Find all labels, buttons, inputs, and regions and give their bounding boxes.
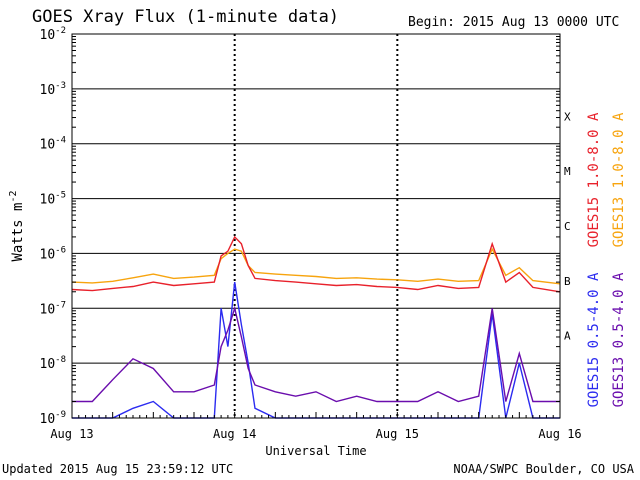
flare-class-a: A bbox=[564, 330, 571, 343]
flare-class-b: B bbox=[564, 275, 571, 288]
y-tick-exponent: -7 bbox=[55, 300, 66, 310]
y-tick-base: 10 bbox=[40, 28, 56, 43]
flare-class-x: X bbox=[564, 110, 571, 123]
legend: GOES15 1.0-8.0 A GOES13 1.0-8.0 A GOES15 0… bbox=[586, 112, 627, 407]
y-tick-label: 10-2 bbox=[40, 26, 67, 43]
updated-timestamp: Updated 2015 Aug 15 23:59:12 UTC bbox=[2, 462, 234, 476]
legend-entry: GOES15 0.5-4.0 A bbox=[586, 272, 602, 407]
y-tick-base: 10 bbox=[40, 83, 56, 98]
legend-entry: GOES13 1.0-8.0 A bbox=[611, 112, 627, 247]
y-axis-label-text: Watts m bbox=[10, 203, 26, 262]
y-tick-exponent: -2 bbox=[55, 26, 66, 36]
y-tick-label: 10-5 bbox=[40, 191, 67, 208]
flare-class-c: C bbox=[564, 220, 571, 233]
legend-entry: GOES15 1.0-8.0 A bbox=[586, 112, 602, 247]
y-tick-label: 10-3 bbox=[40, 81, 67, 98]
y-axis-label-exponent: -2 bbox=[8, 190, 19, 202]
chart-title: GOES Xray Flux (1-minute data) bbox=[32, 7, 339, 27]
y-tick-label: 10-7 bbox=[40, 300, 67, 317]
y-axis-label: Watts m-2 bbox=[8, 190, 26, 261]
y-tick-label: 10-4 bbox=[40, 136, 67, 153]
series-line-goes15-0-5-4-0-a bbox=[72, 281, 560, 419]
grid bbox=[72, 34, 560, 418]
y-tick-base: 10 bbox=[40, 412, 56, 427]
series-layer bbox=[71, 235, 561, 419]
y-tick-base: 10 bbox=[40, 193, 56, 208]
y-axis-label-group: Watts m-2 bbox=[8, 190, 26, 261]
flare-class-m: M bbox=[564, 165, 571, 178]
series-line-goes15-1-0-8-0-a bbox=[71, 235, 561, 293]
y-tick-exponent: -8 bbox=[55, 355, 66, 365]
x-tick-label: Aug 14 bbox=[213, 427, 256, 441]
series-line-goes13-1-0-8-0-a bbox=[71, 247, 560, 285]
y-tick-exponent: -4 bbox=[55, 136, 66, 146]
y-tick-label: 10-6 bbox=[40, 245, 67, 262]
y-tick-exponent: -9 bbox=[55, 410, 66, 420]
legend-entry: GOES13 0.5-4.0 A bbox=[611, 272, 627, 407]
source-credit: NOAA/SWPC Boulder, CO USA bbox=[453, 462, 634, 476]
series-line-goes13-0-5-4-0-a bbox=[72, 305, 560, 403]
y-tick-base: 10 bbox=[40, 302, 56, 317]
x-tick-label: Aug 16 bbox=[538, 427, 581, 441]
y-tick-label: 10-8 bbox=[40, 355, 67, 372]
y-tick-exponent: -5 bbox=[55, 191, 66, 201]
y-tick-exponent: -3 bbox=[55, 81, 66, 91]
x-tick-label: Aug 13 bbox=[50, 427, 93, 441]
x-axis-label: Universal Time bbox=[265, 444, 366, 458]
x-tick-label: Aug 15 bbox=[376, 427, 419, 441]
y-tick-base: 10 bbox=[40, 247, 56, 262]
flare-class-labels: X M C B A bbox=[564, 110, 571, 342]
begin-label: Begin: 2015 Aug 13 0000 UTC bbox=[408, 15, 619, 30]
y-tick-base: 10 bbox=[40, 138, 56, 153]
y-tick-exponent: -6 bbox=[55, 245, 66, 255]
y-tick-label: 10-9 bbox=[40, 410, 67, 427]
y-tick-base: 10 bbox=[40, 357, 56, 372]
